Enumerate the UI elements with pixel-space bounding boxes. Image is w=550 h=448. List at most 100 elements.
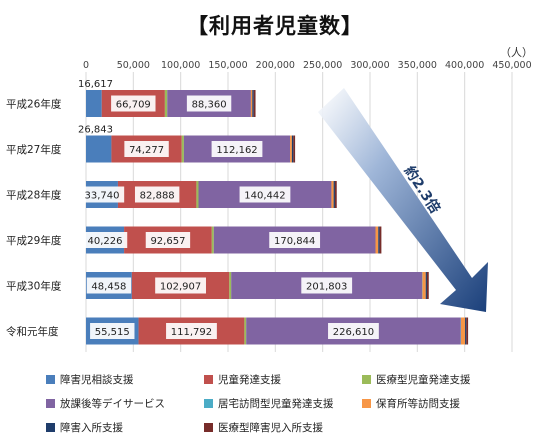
data-label: 111,792: [171, 327, 212, 338]
data-label: 201,803: [306, 282, 347, 293]
bar-segment: [86, 135, 112, 163]
legend-item: 放課後等デイサービス: [46, 396, 165, 411]
data-label-bg: [124, 141, 169, 157]
data-label-bg: [90, 323, 135, 339]
legend-swatch: [46, 423, 55, 432]
x-tick-label: 200,000: [256, 60, 295, 71]
data-label-bg: [79, 186, 125, 203]
data-label-bg: [328, 323, 379, 339]
data-label: 92,657: [150, 236, 185, 247]
legend-label: 児童発達支援: [218, 374, 281, 386]
bar-segment: [333, 181, 335, 208]
data-label: 26,843: [78, 125, 113, 136]
bar-segment: [425, 272, 427, 299]
x-tick-label: 300,000: [350, 60, 389, 71]
legend-swatch: [204, 423, 213, 432]
legend-item: 保育所等訪問支援: [362, 396, 460, 411]
legend-label: 放課後等デイサービス: [60, 398, 165, 410]
bar-segment: [244, 317, 247, 345]
data-label-bg: [134, 186, 180, 203]
data-label-bg: [301, 277, 353, 294]
legend-label: 保育所等訪問支援: [376, 398, 460, 410]
data-label-bg: [86, 277, 132, 294]
unit-label: （人）: [500, 46, 533, 59]
bar-segment: [196, 181, 199, 208]
data-label: 102,907: [160, 282, 201, 293]
data-label: 82,888: [140, 191, 175, 202]
data-label: 66,709: [116, 100, 151, 111]
legend-swatch: [46, 375, 55, 384]
bar-segment: [229, 272, 232, 299]
bar-segment: [181, 135, 184, 163]
legend-swatch: [362, 399, 371, 408]
legend-label: 医療型児童発達支援: [376, 374, 471, 386]
bar-segment: [460, 317, 466, 345]
data-label: 16,617: [78, 79, 113, 90]
data-label-bg: [111, 95, 156, 112]
growth-arrow: [318, 88, 488, 312]
category-label: 平成29年度: [6, 234, 62, 247]
bar-segment: [291, 135, 294, 163]
legend-label: 障害児相談支援: [60, 374, 134, 386]
data-label-bg: [239, 186, 291, 203]
data-label: 112,162: [216, 145, 257, 156]
x-tick-label: 250,000: [303, 60, 342, 71]
bar-segment: [465, 317, 467, 345]
bar-segment: [252, 90, 254, 117]
legend-swatch: [46, 399, 55, 408]
x-axis-ticks: 0 50,000 100,000 150,000 200,000 250,000 300,0…: [83, 60, 532, 71]
legend-swatch: [362, 375, 371, 384]
x-tick-label: 150,000: [208, 60, 247, 71]
bar-segment: [331, 181, 334, 208]
x-tick-label: 450,000: [492, 60, 531, 71]
data-label-bg: [166, 323, 217, 339]
data-label-bg: [155, 277, 206, 294]
legend-label: 居宅訪問型児童発達支援: [218, 398, 334, 410]
legend-item: 児童発達支援: [204, 372, 281, 387]
data-label-bg: [145, 232, 191, 248]
bar-segment: [211, 226, 214, 254]
data-label: 74,277: [129, 145, 164, 156]
x-tick-label: 350,000: [398, 60, 437, 71]
legend-item: 障害入所支援: [46, 420, 123, 435]
bar-segment: [426, 272, 429, 299]
bar-segment: [253, 90, 256, 117]
data-label-bg: [186, 95, 232, 112]
legend-swatch: [204, 399, 213, 408]
x-tick-label: 400,000: [445, 60, 484, 71]
bar-segment: [86, 90, 102, 117]
bar-segment: [293, 135, 296, 163]
data-label: 140,442: [244, 191, 285, 202]
legend-swatch: [204, 375, 213, 384]
data-label: 48,458: [91, 282, 126, 293]
data-label: 88,360: [192, 100, 227, 111]
data-label-bg: [82, 232, 128, 248]
data-label: 55,515: [95, 327, 130, 338]
legend-item: 障害児相談支援: [46, 372, 134, 387]
category-label: 平成28年度: [6, 189, 62, 202]
bar-segment: [250, 90, 253, 117]
bar-segment: [378, 226, 380, 254]
legend-item: 医療型児童発達支援: [362, 372, 471, 387]
data-label: 170,844: [274, 236, 315, 247]
bar-segment: [164, 90, 168, 117]
category-label: 平成27年度: [6, 143, 62, 156]
legend-item: 医療型障害児入所支援: [204, 420, 323, 435]
legend-label: 障害入所支援: [60, 422, 123, 434]
bar-segment: [334, 181, 337, 208]
bar-segment: [379, 226, 382, 254]
x-tick-label: 50,000: [117, 60, 150, 71]
category-label: 平成26年度: [6, 98, 62, 111]
legend-label: 医療型障害児入所支援: [218, 422, 323, 434]
category-label: 令和元年度: [6, 325, 59, 338]
x-tick-label: 100,000: [161, 60, 200, 71]
bar-segment: [375, 226, 379, 254]
data-label-bg: [211, 141, 263, 157]
data-label-bg: [269, 232, 321, 248]
category-label: 平成30年度: [6, 280, 62, 293]
data-label: 33,740: [84, 191, 119, 202]
legend-item: 居宅訪問型児童発達支援: [204, 396, 334, 411]
